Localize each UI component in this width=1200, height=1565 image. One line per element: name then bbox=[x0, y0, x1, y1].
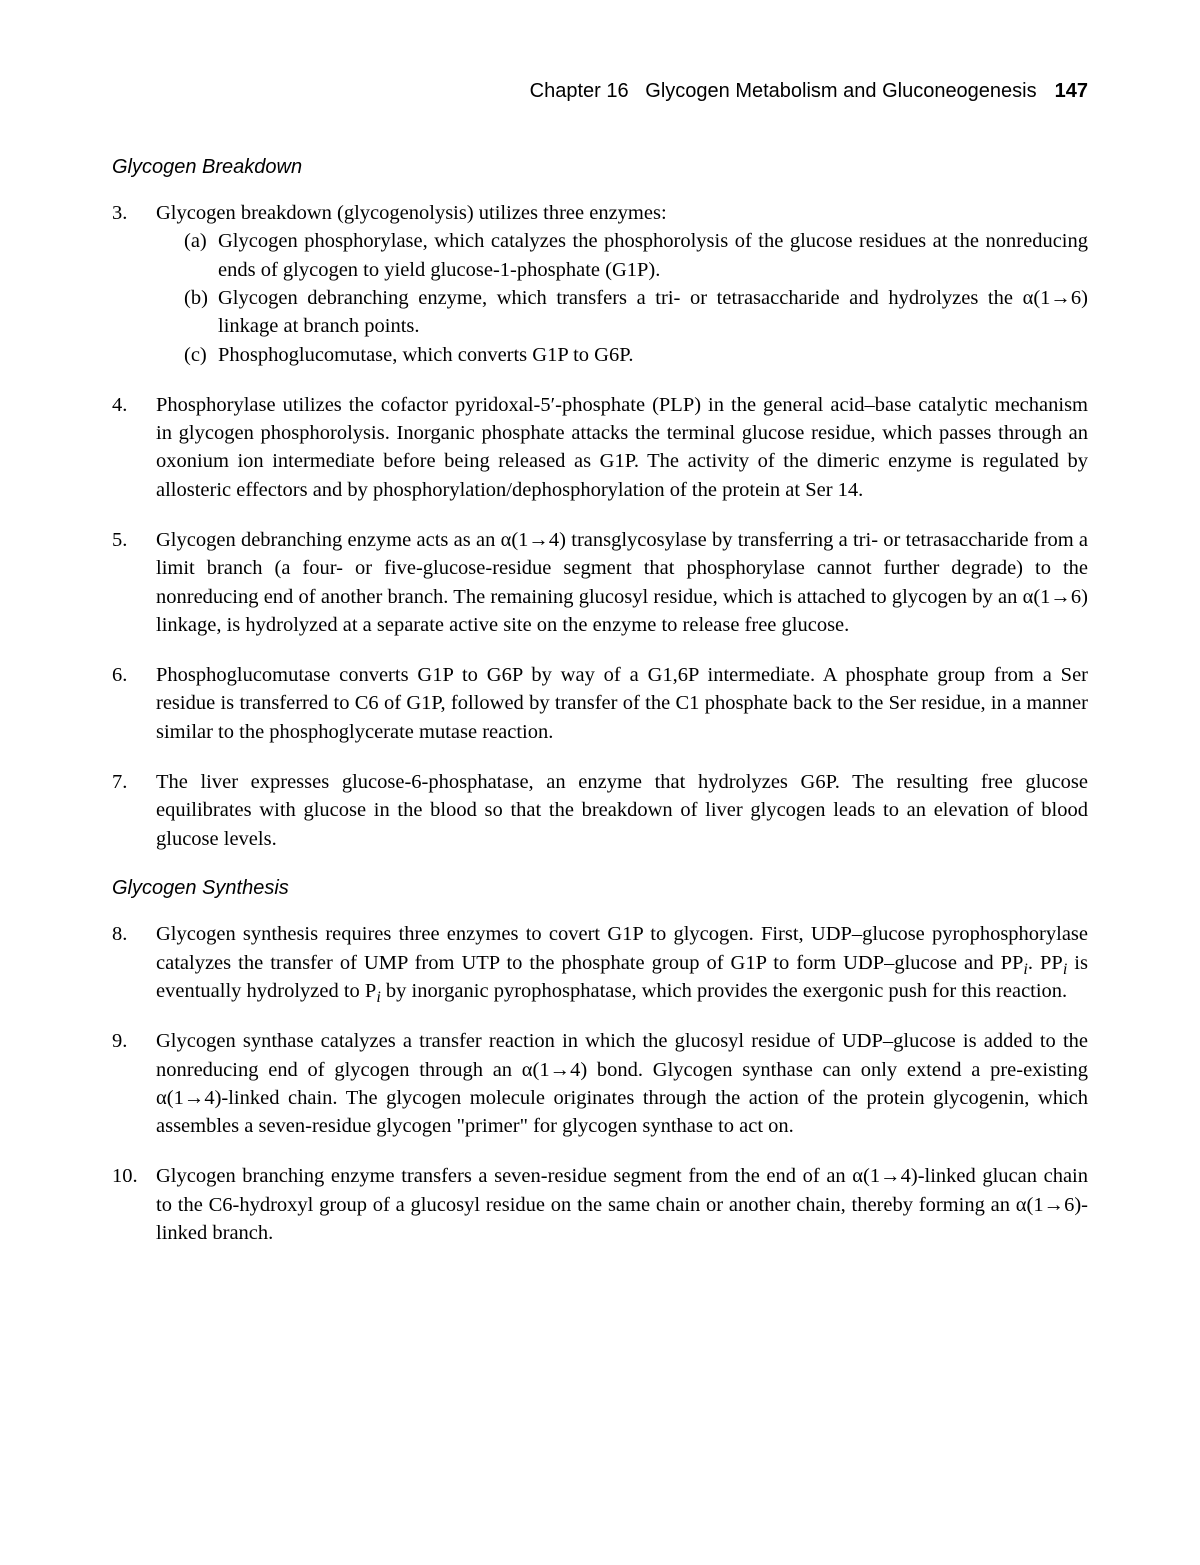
sub-text: Glycogen debranching enzyme, which trans… bbox=[218, 284, 1088, 341]
section-heading-breakdown: Glycogen Breakdown bbox=[112, 154, 1088, 182]
list-item: 7. The liver expresses glucose-6-phospha… bbox=[112, 768, 1088, 853]
sub-letter: (a) bbox=[184, 227, 218, 284]
list-item: 4. Phosphorylase utilizes the cofactor p… bbox=[112, 391, 1088, 504]
item-number: 10. bbox=[112, 1162, 156, 1247]
item-body: Glycogen synthase catalyzes a transfer r… bbox=[156, 1027, 1088, 1140]
item-lead-text: Glycogen breakdown (glycogenolysis) util… bbox=[156, 199, 1088, 227]
section-heading-synthesis: Glycogen Synthesis bbox=[112, 875, 1088, 903]
item-number: 3. bbox=[112, 199, 156, 369]
sub-letter: (b) bbox=[184, 284, 218, 341]
item-body: Glycogen debranching enzyme acts as an α… bbox=[156, 526, 1088, 639]
item-body: Phosphorylase utilizes the cofactor pyri… bbox=[156, 391, 1088, 504]
chapter-label: Chapter 16 bbox=[530, 80, 629, 102]
item-body: Phosphoglucomutase converts G1P to G6P b… bbox=[156, 661, 1088, 746]
sub-item: (a) Glycogen phosphorylase, which cataly… bbox=[156, 227, 1088, 284]
item-number: 8. bbox=[112, 920, 156, 1005]
sub-letter: (c) bbox=[184, 341, 218, 369]
page-header: Chapter 16 Glycogen Metabolism and Gluco… bbox=[112, 78, 1088, 106]
list-item: 3. Glycogen breakdown (glycogenolysis) u… bbox=[112, 199, 1088, 369]
item-body: Glycogen synthesis requires three enzyme… bbox=[156, 920, 1088, 1005]
item-body: Glycogen branching enzyme transfers a se… bbox=[156, 1162, 1088, 1247]
sub-text: Glycogen phosphorylase, which catalyzes … bbox=[218, 227, 1088, 284]
list-item: 9. Glycogen synthase catalyzes a transfe… bbox=[112, 1027, 1088, 1140]
list-item: 6. Phosphoglucomutase converts G1P to G6… bbox=[112, 661, 1088, 746]
sub-item: (b) Glycogen debranching enzyme, which t… bbox=[156, 284, 1088, 341]
page-number: 147 bbox=[1055, 80, 1088, 102]
chapter-title: Glycogen Metabolism and Gluconeogenesis bbox=[645, 80, 1036, 102]
list-item: 8. Glycogen synthesis requires three enz… bbox=[112, 920, 1088, 1005]
sub-item: (c) Phosphoglucomutase, which converts G… bbox=[156, 341, 1088, 369]
item-body: Glycogen breakdown (glycogenolysis) util… bbox=[156, 199, 1088, 369]
item-number: 4. bbox=[112, 391, 156, 504]
list-item: 10. Glycogen branching enzyme transfers … bbox=[112, 1162, 1088, 1247]
item-number: 9. bbox=[112, 1027, 156, 1140]
sub-text: Phosphoglucomutase, which converts G1P t… bbox=[218, 341, 1088, 369]
item-number: 5. bbox=[112, 526, 156, 639]
item-number: 6. bbox=[112, 661, 156, 746]
item-body: The liver expresses glucose-6-phosphatas… bbox=[156, 768, 1088, 853]
list-item: 5. Glycogen debranching enzyme acts as a… bbox=[112, 526, 1088, 639]
item-number: 7. bbox=[112, 768, 156, 853]
